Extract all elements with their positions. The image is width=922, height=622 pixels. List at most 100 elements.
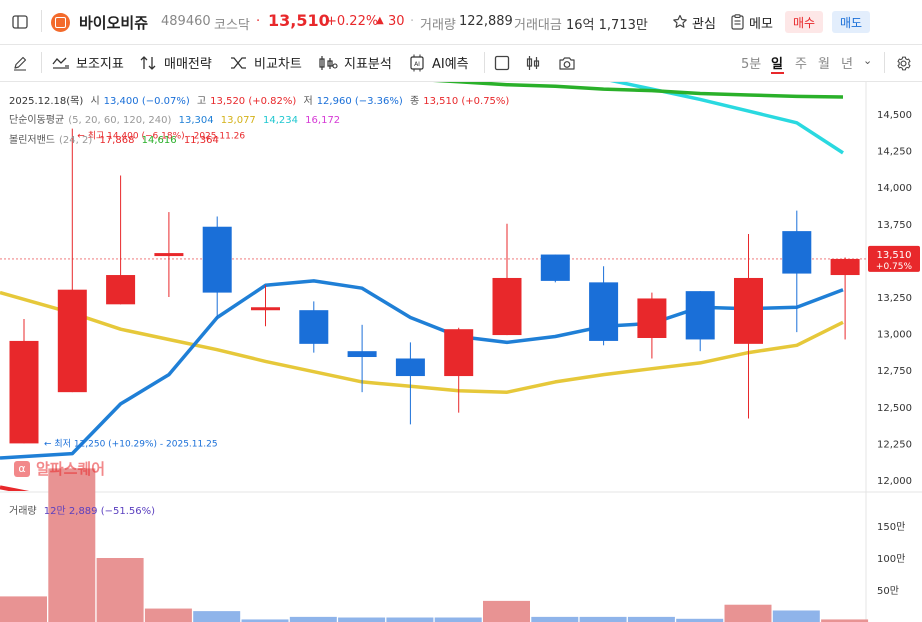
candle-down bbox=[540, 254, 570, 281]
current-price-badge-change: +0.75% bbox=[876, 262, 913, 272]
watermark-logo-icon: α bbox=[14, 460, 30, 477]
bb-lower-value: 11,364 bbox=[183, 135, 219, 146]
current-price: 13,510 bbox=[268, 11, 330, 30]
volume-bar bbox=[772, 610, 820, 622]
indicator-icon bbox=[52, 57, 69, 69]
change-amount: 30 bbox=[388, 14, 405, 29]
bb-label: 볼린저밴드 bbox=[9, 135, 55, 146]
price-tick-label: 13,000 bbox=[877, 330, 912, 341]
volume-bar bbox=[48, 468, 96, 622]
volume-bar bbox=[531, 616, 579, 622]
current-price-badge bbox=[868, 245, 920, 272]
compare-button[interactable]: 비교차트 bbox=[230, 44, 302, 81]
star-icon bbox=[673, 14, 687, 28]
period-week[interactable]: 주 bbox=[795, 57, 807, 72]
volume-legend-label: 거래량 bbox=[9, 506, 37, 517]
volume-bar bbox=[193, 611, 241, 622]
candle-up bbox=[154, 253, 184, 257]
candle-down bbox=[589, 282, 619, 341]
period-month[interactable]: 월 bbox=[818, 57, 830, 72]
period-day[interactable]: 일 bbox=[771, 57, 783, 72]
sell-button[interactable]: 매도 bbox=[832, 11, 870, 33]
memo-icon bbox=[731, 14, 744, 30]
volume-tick-label: 100만 bbox=[877, 553, 905, 565]
indicator-analysis-label: 지표분석 bbox=[344, 57, 392, 72]
close-label: 종 bbox=[410, 96, 420, 107]
candle-up bbox=[492, 277, 522, 336]
volume-bar bbox=[0, 596, 47, 622]
open-value: 13,400 (−0.07%) bbox=[103, 96, 190, 107]
compare-label: 비교차트 bbox=[254, 57, 302, 72]
ma-label: 단순이동평균 bbox=[9, 115, 65, 126]
layout-square-icon[interactable] bbox=[492, 53, 512, 73]
period-day-underline bbox=[771, 72, 784, 74]
candle-down bbox=[685, 291, 715, 340]
strategy-button[interactable]: 매매전략 bbox=[140, 44, 212, 81]
candle-type-icon[interactable] bbox=[523, 53, 543, 73]
price-tick-label: 12,250 bbox=[877, 439, 912, 450]
stock-name: 바이오비쥬 bbox=[79, 14, 149, 32]
volume-bar bbox=[821, 619, 869, 622]
candle-down bbox=[202, 226, 232, 293]
candle-down bbox=[299, 310, 329, 344]
current-price-badge-value: 13,510 bbox=[877, 250, 912, 261]
volume-bar bbox=[96, 558, 144, 622]
memo-button[interactable]: 메모 bbox=[730, 12, 773, 32]
bb-params: (24, 2) bbox=[59, 135, 93, 146]
candle-up bbox=[9, 340, 39, 444]
ohlc-info: 2025.12.18(목) 시 13,400 (−0.07%) 고 13,520 (… bbox=[9, 92, 513, 107]
volume-bar bbox=[144, 608, 192, 622]
watchlist-button[interactable]: 관심 bbox=[672, 12, 716, 32]
period-year[interactable]: 년 bbox=[841, 57, 853, 72]
indicator-button[interactable]: 보조지표 bbox=[52, 44, 124, 81]
period-chevron-down-icon[interactable]: ⌄ bbox=[863, 54, 873, 67]
stock-code: 489460 bbox=[161, 14, 211, 29]
ma-info: 단순이동평균 (5, 20, 60, 120, 240) 13,304 13,07… bbox=[9, 111, 344, 126]
ai-forecast-button[interactable]: AI AI예측 bbox=[408, 44, 469, 81]
volume-bar bbox=[386, 617, 434, 622]
volume-bar bbox=[434, 617, 482, 622]
candle-up bbox=[734, 277, 763, 344]
candle-down bbox=[347, 351, 377, 358]
price-chart[interactable]: ← 최고 14,400 (−6.18%) - 2025.11.26 ← 최저 12… bbox=[0, 82, 922, 622]
volume-bar bbox=[579, 616, 627, 622]
draw-pencil-icon[interactable] bbox=[10, 53, 30, 73]
compare-icon bbox=[231, 56, 246, 69]
volume-info: 거래량 12만 2,889 (−51.56%) bbox=[9, 502, 159, 517]
high-label: 고 bbox=[196, 96, 207, 107]
stock-logo-icon bbox=[51, 13, 70, 32]
buy-button[interactable]: 매수 bbox=[785, 11, 823, 33]
ma60-line bbox=[609, 82, 844, 155]
price-tick-label: 14,250 bbox=[877, 147, 912, 158]
indicator-analysis-button[interactable]: 지표분석 bbox=[318, 44, 392, 81]
bb-upper-value: 17,868 bbox=[99, 135, 135, 146]
open-label: 시 bbox=[90, 96, 100, 107]
settings-gear-icon[interactable] bbox=[893, 53, 913, 73]
bb-mid-value: 14,616 bbox=[141, 135, 177, 146]
ma20-line bbox=[0, 290, 844, 394]
amount-label: 거래대금 bbox=[514, 18, 562, 33]
low-label: 저 bbox=[303, 96, 313, 107]
change-percent: +0.22% bbox=[326, 14, 379, 29]
period-5min[interactable]: 5분 bbox=[741, 57, 762, 72]
volume-bar bbox=[241, 619, 289, 622]
price-tick-label: 14,500 bbox=[877, 110, 912, 121]
low-value: 12,960 (−3.36%) bbox=[316, 96, 403, 107]
volume-bar bbox=[627, 616, 675, 622]
candle-up bbox=[57, 289, 87, 393]
svg-text:AI: AI bbox=[414, 61, 420, 68]
ma20-value: 13,077 bbox=[220, 115, 256, 126]
candle-down bbox=[782, 231, 812, 274]
volume-label: 거래량 bbox=[420, 18, 456, 33]
candles-analysis-icon bbox=[319, 55, 338, 70]
high-value: 13,520 (+0.82%) bbox=[210, 96, 297, 107]
candle-up bbox=[830, 258, 860, 276]
indicator-label: 보조지표 bbox=[76, 57, 124, 72]
camera-icon[interactable] bbox=[556, 53, 578, 73]
candle-up bbox=[637, 298, 667, 338]
price-tick-label: 13,750 bbox=[877, 220, 912, 231]
price-tick-label: 12,500 bbox=[877, 403, 912, 414]
ma-params: (5, 20, 60, 120, 240) bbox=[68, 115, 172, 126]
sidebar-toggle-icon[interactable] bbox=[10, 12, 30, 32]
candle-up bbox=[106, 275, 136, 305]
